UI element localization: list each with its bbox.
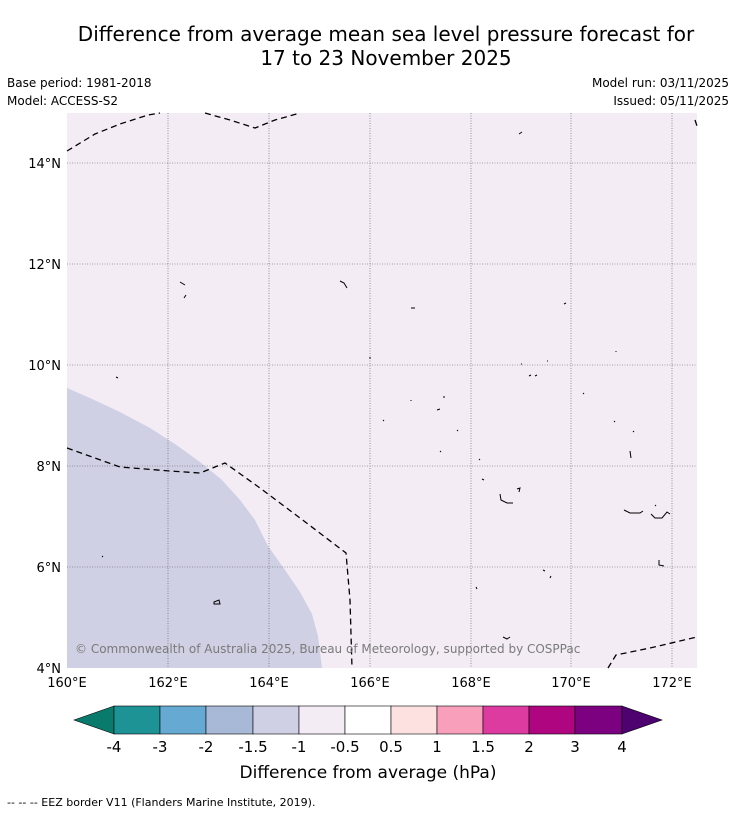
colorbar-segment: [482, 705, 530, 735]
meta-left: Base period: 1981-2018 Model: ACCESS-S2: [7, 74, 152, 110]
footer-note: -- -- -- EEZ border V11 (Flanders Marine…: [7, 796, 316, 809]
islands: [101, 131, 671, 640]
colorbar-segment: [205, 705, 254, 735]
colorbar-segment: [344, 705, 392, 735]
lon-label: 160°E: [47, 676, 87, 691]
title-line-1: Difference from average mean sea level p…: [77, 22, 695, 46]
lon-label: 170°E: [551, 676, 591, 691]
model-run: Model run: 03/11/2025: [591, 76, 729, 90]
lon-label: 162°E: [148, 676, 188, 691]
colorbar-extend-left: [73, 705, 115, 735]
eez-borders: [66, 112, 698, 669]
colorbar-segment: [252, 705, 300, 735]
colorbar: [73, 705, 663, 735]
lon-label: 166°E: [350, 676, 390, 691]
colorbar-segment: [574, 705, 623, 735]
colorbar-tick: 2: [524, 738, 534, 756]
colorbar-segment: [298, 705, 346, 735]
base-period: Base period: 1981-2018: [7, 76, 152, 90]
colorbar-tick: 0.5: [379, 738, 403, 756]
lat-label: 6°N: [37, 561, 62, 576]
colorbar-tick: -3: [153, 738, 168, 756]
colorbar-tick: -4: [107, 738, 122, 756]
copyright-text: © Commonwealth of Australia 2025, Bureau…: [75, 642, 580, 656]
model-name: Model: ACCESS-S2: [7, 94, 119, 108]
lat-label: 10°N: [28, 359, 61, 374]
lon-labels: 160°E 162°E 164°E 166°E 168°E 170°E 172°…: [47, 676, 692, 691]
colorbar-segment: [113, 705, 161, 735]
meta-right: Model run: 03/11/2025 Issued: 05/11/2025: [592, 74, 729, 110]
gridlines: [67, 113, 697, 668]
lon-label: 164°E: [249, 676, 289, 691]
title-line-2: 17 to 23 November 2025: [260, 46, 512, 70]
colorbar-segment: [390, 705, 438, 735]
colorbar-tick: 1.5: [471, 738, 495, 756]
colorbar-segment: [528, 705, 576, 735]
colorbar-tick: 3: [570, 738, 580, 756]
colorbar-segment: [159, 705, 207, 735]
lat-label: 8°N: [37, 460, 62, 475]
colorbar-tick: -1: [292, 738, 307, 756]
lat-labels: 14°N 12°N 10°N 8°N 6°N 4°N: [28, 157, 61, 677]
colorbar-ticks: -4 -3 -2 -1.5 -1 -0.5 0.5 1 1.5 2 3 4: [107, 738, 627, 756]
colorbar-label: Difference from average (hPa): [240, 763, 497, 783]
colorbar-tick: 1: [432, 738, 442, 756]
lon-label: 168°E: [451, 676, 491, 691]
lon-label: 172°E: [652, 676, 692, 691]
issued-date: Issued: 05/11/2025: [613, 94, 729, 108]
anomaly-region-negative: [67, 388, 322, 668]
colorbar-extend-right: [621, 705, 663, 735]
lat-label: 12°N: [28, 258, 61, 273]
colorbar-segment: [436, 705, 484, 735]
colorbar-tick: -2: [199, 738, 214, 756]
colorbar-tick: -0.5: [330, 738, 359, 756]
colorbar-tick: -1.5: [238, 738, 267, 756]
lat-label: 14°N: [28, 157, 61, 172]
colorbar-tick: 4: [617, 738, 627, 756]
chart-title: Difference from average mean sea level p…: [0, 22, 736, 70]
lat-label: 4°N: [37, 662, 62, 677]
